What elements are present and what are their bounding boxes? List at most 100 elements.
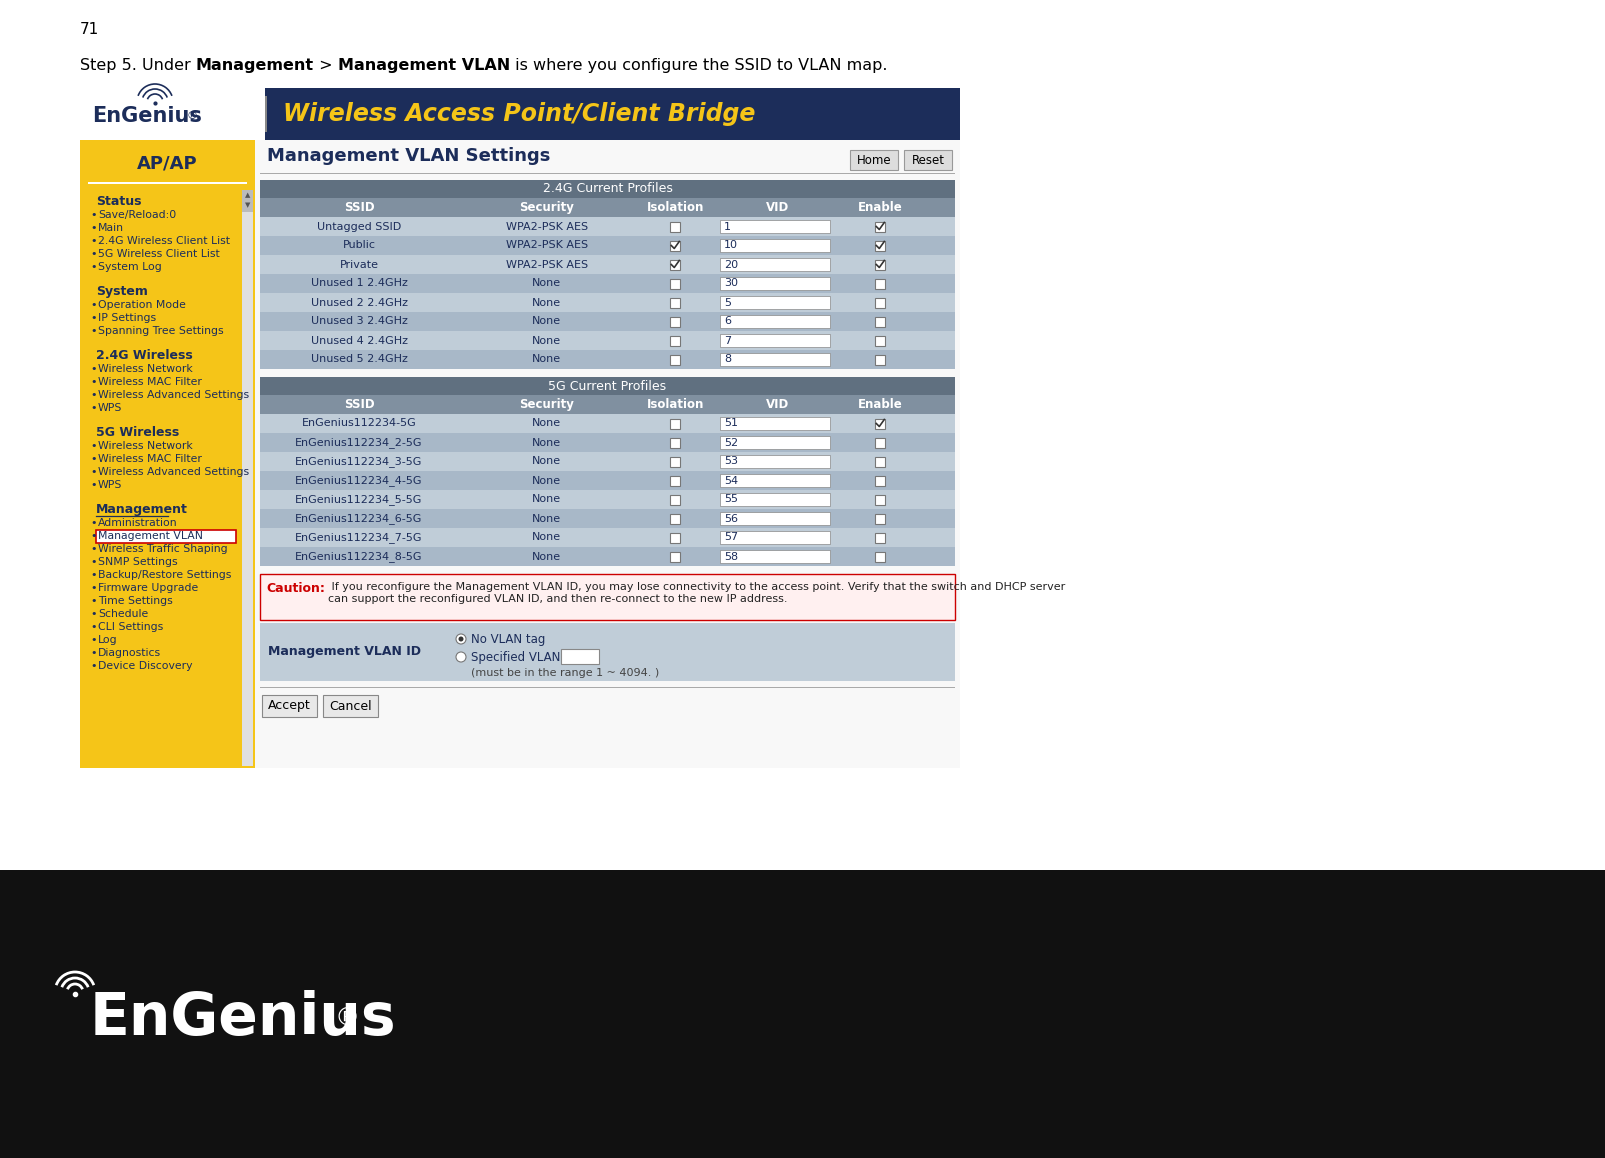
Bar [671,241,681,250]
Bar [260,198,955,217]
Circle shape [456,652,465,662]
Bar [875,336,886,345]
Bar [260,274,955,293]
Bar [260,490,955,510]
Bar [262,695,318,717]
Bar [80,140,255,768]
Bar [96,530,236,543]
Text: VID: VID [766,398,790,411]
Text: 71: 71 [80,22,100,37]
Text: Unused 3 2.4GHz: Unused 3 2.4GHz [311,316,408,327]
Bar [671,259,681,270]
Text: 52: 52 [724,438,738,447]
Text: •: • [90,467,96,477]
Bar [875,298,886,308]
Text: Log: Log [98,635,117,645]
Text: is where you configure the SSID to VLAN map.: is where you configure the SSID to VLAN … [510,58,888,73]
Bar [260,415,955,433]
Bar [875,551,886,562]
Bar [721,550,830,563]
Text: Home: Home [857,154,891,167]
Bar [242,190,254,765]
Bar [260,236,955,255]
Bar [260,574,955,620]
Text: None: None [533,513,562,523]
Bar [721,437,830,449]
Bar [721,334,830,347]
Bar [562,648,599,664]
Text: Security: Security [520,398,575,411]
Text: 58: 58 [724,551,738,562]
Text: Enable: Enable [859,201,902,214]
Text: Isolation: Isolation [647,398,705,411]
Text: Management VLAN Settings: Management VLAN Settings [266,147,551,164]
Bar [88,182,247,183]
Bar [875,241,886,250]
Text: Wireless MAC Filter: Wireless MAC Filter [98,378,202,387]
Text: •: • [90,210,96,220]
Text: EnGenius112234_5-5G: EnGenius112234_5-5G [295,494,422,505]
Text: 5G Wireless: 5G Wireless [96,426,180,439]
Bar [671,221,681,232]
Bar [260,331,955,350]
Text: Step 5. Under: Step 5. Under [80,58,196,73]
Text: Wireless Advanced Settings: Wireless Advanced Settings [98,390,249,400]
Text: Management VLAN ID: Management VLAN ID [268,645,421,659]
Text: 1: 1 [724,221,732,232]
Bar [260,433,955,452]
Text: Management: Management [196,58,315,73]
Bar [260,378,955,395]
Text: 20: 20 [724,259,738,270]
Text: 55: 55 [724,494,738,505]
Bar [255,140,960,768]
Text: EnGenius112234_2-5G: EnGenius112234_2-5G [295,437,422,448]
Text: ®: ® [335,1007,360,1031]
Text: •: • [90,557,96,567]
Text: Caution:: Caution: [266,582,324,595]
Text: Management VLAN: Management VLAN [98,532,202,541]
Text: Public: Public [342,241,376,250]
Text: Time Settings: Time Settings [98,596,173,606]
Text: Operation Mode: Operation Mode [98,300,186,310]
Bar [721,296,830,309]
Text: 10: 10 [724,241,738,250]
Bar [671,551,681,562]
Text: >: > [315,58,337,73]
Text: EnGenius112234_8-5G: EnGenius112234_8-5G [295,551,422,562]
Bar [260,312,955,331]
Bar [80,140,255,188]
Text: •: • [90,378,96,387]
Text: Private: Private [340,259,379,270]
Bar [721,277,830,290]
Text: 8: 8 [724,354,732,365]
Text: •: • [90,454,96,464]
Bar [671,418,681,428]
Text: (must be in the range 1 ~ 4094. ): (must be in the range 1 ~ 4094. ) [470,668,660,677]
Text: Management: Management [96,503,188,516]
Text: 5G Wireless Client List: 5G Wireless Client List [98,249,220,259]
Text: ▲: ▲ [246,192,250,198]
Text: EnGenius112234_6-5G: EnGenius112234_6-5G [295,513,422,523]
Text: None: None [533,456,562,467]
Text: •: • [90,481,96,490]
Text: 2.4G Wireless Client List: 2.4G Wireless Client List [98,236,230,245]
Text: Security: Security [520,201,575,214]
Text: WPA2-PSK AES: WPA2-PSK AES [506,241,587,250]
Bar [265,96,266,132]
Circle shape [459,637,464,642]
Text: Cancel: Cancel [329,699,372,712]
Text: Wireless Advanced Settings: Wireless Advanced Settings [98,467,249,477]
Text: VID: VID [766,201,790,214]
Bar [721,493,830,506]
Text: EnGenius112234_7-5G: EnGenius112234_7-5G [295,532,422,543]
Bar [260,471,955,490]
Text: •: • [90,596,96,606]
Text: •: • [90,364,96,374]
Bar [671,316,681,327]
Text: Specified VLAN ID: Specified VLAN ID [470,651,576,664]
Bar [260,547,955,566]
Text: 2.4G Wireless: 2.4G Wireless [96,349,193,362]
Text: WPS: WPS [98,403,122,413]
Text: •: • [90,262,96,272]
Text: •: • [90,570,96,580]
